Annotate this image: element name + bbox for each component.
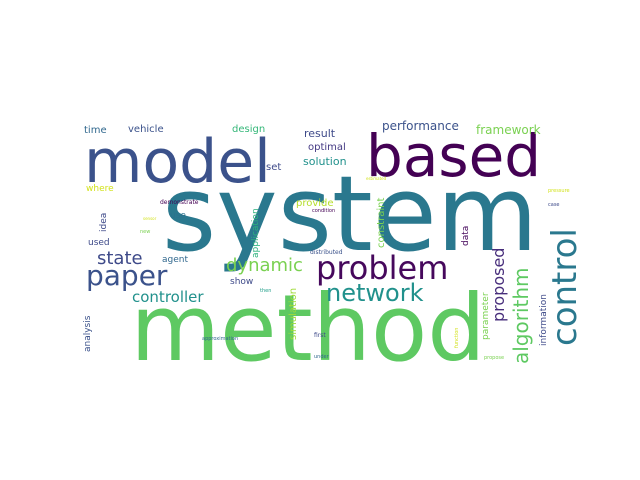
word-state: state bbox=[97, 248, 143, 269]
word-time: time bbox=[84, 125, 107, 136]
word-design: design bbox=[232, 124, 265, 135]
word-idea: idea bbox=[99, 213, 109, 232]
word-first: first bbox=[314, 332, 326, 339]
word-constraint: constraint bbox=[376, 198, 387, 248]
word-optimal: optimal bbox=[308, 142, 346, 153]
word-parameter: parameter bbox=[481, 292, 491, 340]
word-used: used bbox=[88, 238, 110, 248]
word-condition: condition bbox=[312, 208, 335, 214]
word-set: set bbox=[266, 162, 281, 173]
word-framework: framework bbox=[476, 123, 541, 137]
word-controller: controller bbox=[132, 288, 204, 306]
word-then: then bbox=[260, 288, 271, 294]
word-show: show bbox=[230, 277, 253, 287]
word-proposed: proposed bbox=[489, 248, 508, 322]
word-problem: problem bbox=[316, 249, 448, 287]
word-pressure: pressure bbox=[548, 188, 570, 194]
word-dynamic: dynamic bbox=[226, 255, 303, 276]
word-vehicle: vehicle bbox=[128, 124, 164, 135]
word-sensor: sensor bbox=[143, 216, 157, 221]
word-model: model bbox=[84, 127, 271, 197]
word-algorithm: algorithm bbox=[509, 267, 533, 364]
word-network: network bbox=[326, 279, 424, 307]
word-based: based bbox=[366, 122, 541, 190]
word-new: new bbox=[140, 229, 150, 235]
word-where: where bbox=[86, 184, 114, 194]
word-case: case bbox=[548, 202, 560, 208]
word-method: method bbox=[130, 275, 485, 382]
word-result: result bbox=[304, 127, 336, 140]
word-performance: performance bbox=[382, 119, 459, 133]
word-data: data bbox=[461, 226, 471, 246]
word-approximation: approximation bbox=[202, 336, 238, 342]
word-distributed: distributed bbox=[310, 249, 343, 256]
word-application: application bbox=[251, 208, 261, 258]
word-control: control bbox=[545, 228, 585, 346]
word-demonstrate: demonstrate bbox=[160, 199, 199, 206]
word-solution: solution bbox=[303, 155, 347, 168]
word-propose: propose bbox=[484, 355, 504, 361]
word-provide: provide bbox=[296, 198, 334, 209]
word-agent: agent bbox=[162, 255, 188, 265]
word-function: function bbox=[454, 328, 460, 348]
word-use: use bbox=[170, 211, 186, 221]
word-system: system bbox=[162, 153, 538, 275]
word-estimated: estimated bbox=[366, 176, 387, 181]
word-analysis: analysis bbox=[83, 315, 93, 352]
word-paper: paper bbox=[86, 259, 168, 292]
word-simulation: simulation bbox=[288, 288, 299, 340]
word-under: under bbox=[314, 354, 330, 360]
word-information: information bbox=[539, 294, 549, 346]
